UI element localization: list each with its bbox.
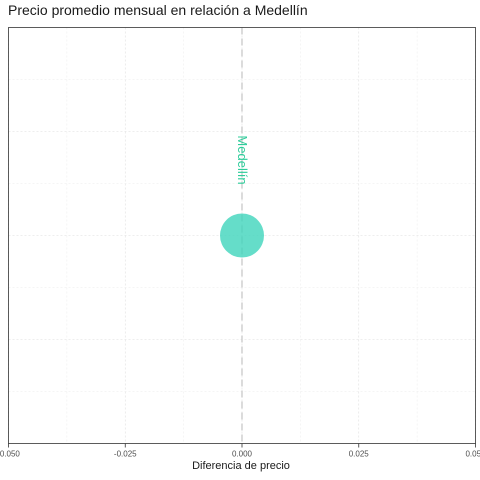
x-axis-label: Diferencia de precio [192,460,290,472]
x-axis: -0.050 -0.025 0.000 0.025 0.050 [0,443,480,459]
data-points [220,213,264,258]
data-point [220,213,264,258]
reference-line-label: Medellín [235,135,250,184]
x-tick-label: 0.025 [349,450,370,459]
x-tick-label: 0.050 [465,450,480,459]
x-tick-label: 0.000 [232,450,253,459]
chart-title: Precio promedio mensual en relación a Me… [8,2,308,18]
x-tick-label: -0.050 [0,450,20,459]
x-tick-label: -0.025 [114,450,137,459]
reference-line-group: Medellín [235,27,250,444]
